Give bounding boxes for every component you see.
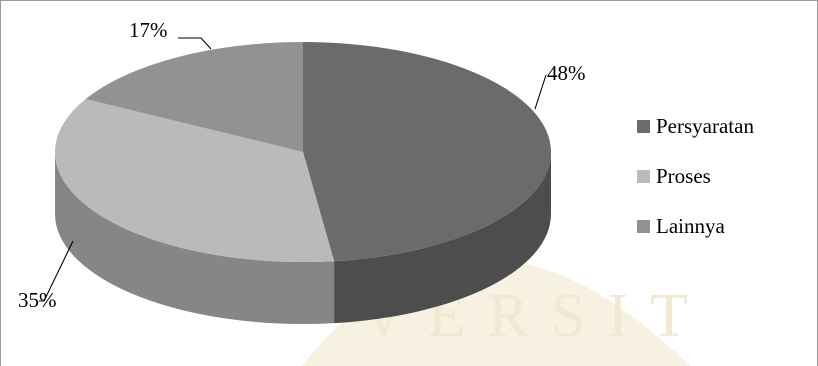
pie-side-proses [55, 152, 335, 324]
data-label-persyaratan: 48% [547, 61, 586, 85]
legend-swatch-lainnya [637, 220, 650, 233]
data-label-proses: 35% [18, 288, 57, 312]
pie-slice-proses [54, 99, 335, 263]
pie-side-persyaratan [334, 152, 551, 324]
pie-slice-lainnya [85, 42, 304, 152]
leader-line-lainnya [178, 37, 212, 50]
legend-swatch-persyaratan [637, 120, 650, 133]
leader-line-proses [39, 240, 74, 302]
legend-label-persyaratan: Persyaratan [656, 114, 754, 138]
legend-item-lainnya: Lainnya [637, 214, 754, 239]
pie-slice-persyaratan [303, 42, 552, 262]
legend-label-proses: Proses [656, 164, 711, 188]
data-label-lainnya: 17% [129, 18, 168, 42]
legend: Persyaratan Proses Lainnya [637, 114, 754, 264]
legend-swatch-proses [637, 170, 650, 183]
legend-item-proses: Proses [637, 164, 754, 189]
legend-item-persyaratan: Persyaratan [637, 114, 754, 139]
legend-label-lainnya: Lainnya [656, 214, 725, 238]
leader-line-persyaratan [534, 74, 547, 110]
